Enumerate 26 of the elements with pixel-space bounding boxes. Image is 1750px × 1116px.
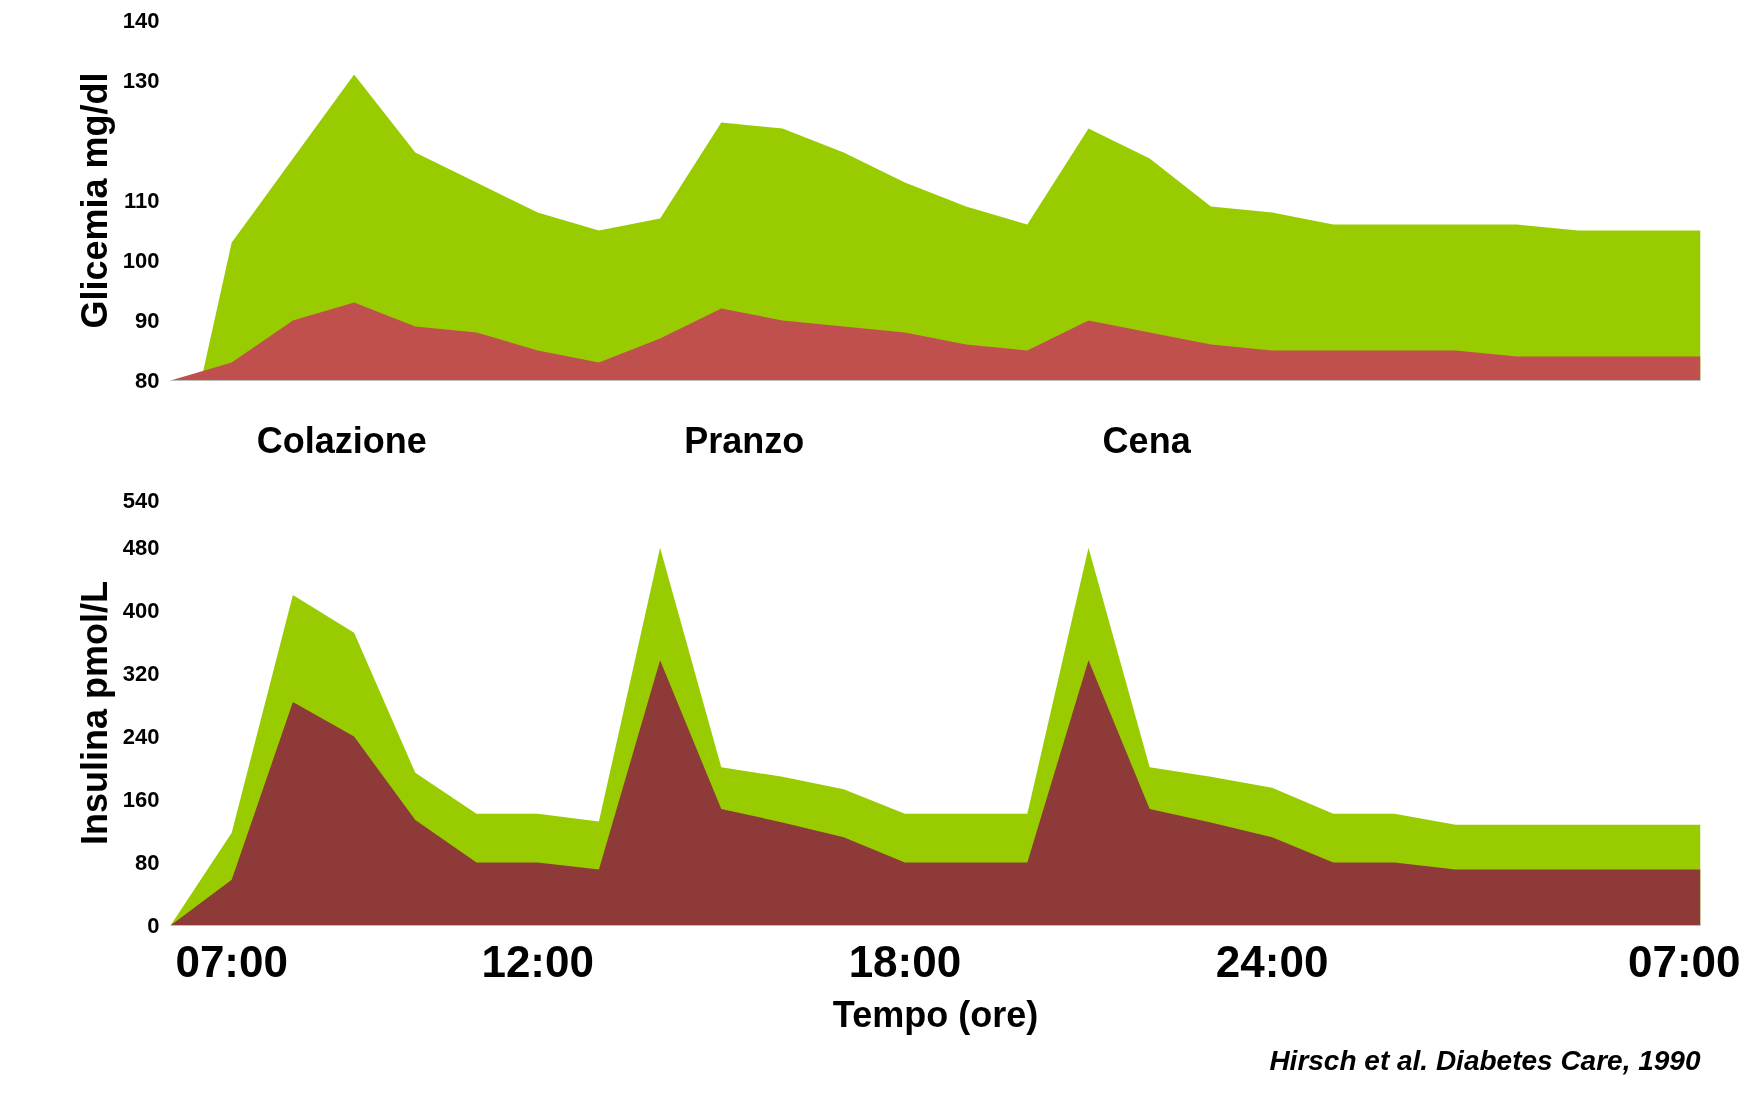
y-tick-label: 80 — [135, 850, 160, 876]
y-tick-label: 110 — [124, 188, 160, 213]
x-tick-label: 07:00 — [175, 936, 288, 986]
x-axis-title: Tempo (ore) — [832, 993, 1039, 1035]
y-tick-label: 480 — [122, 535, 160, 561]
text: Hirsch et al. Diabetes Care, 1990 — [1269, 1044, 1701, 1076]
text: Cena — [1102, 420, 1192, 461]
y-tick-label: 140 — [122, 8, 160, 33]
y-tick-label: 160 — [122, 787, 160, 813]
y-tick-label: 80 — [135, 368, 160, 393]
y-tick-label: 100 — [122, 248, 160, 273]
y-tick-label: 130 — [122, 68, 160, 93]
y-tick-label: 0 — [147, 913, 160, 938]
y-tick-label: 240 — [122, 724, 160, 750]
x-tick-label: 24:00 — [1215, 936, 1329, 986]
y-axis-title: Insulina pmol/L — [73, 580, 115, 845]
y-tick-label: 90 — [135, 308, 160, 333]
y-tick-label: 400 — [122, 598, 160, 624]
y-tick-label: 320 — [122, 661, 160, 687]
x-tick-label: 07:00 — [1627, 936, 1741, 986]
x-tick-label: 18:00 — [848, 936, 962, 986]
text: Colazione — [256, 420, 427, 461]
x-tick-label: 12:00 — [481, 936, 594, 986]
text: Pranzo — [684, 420, 805, 461]
y-tick-label: 540 — [122, 488, 160, 513]
y-axis-title: Glicemia mg/dl — [73, 72, 115, 329]
